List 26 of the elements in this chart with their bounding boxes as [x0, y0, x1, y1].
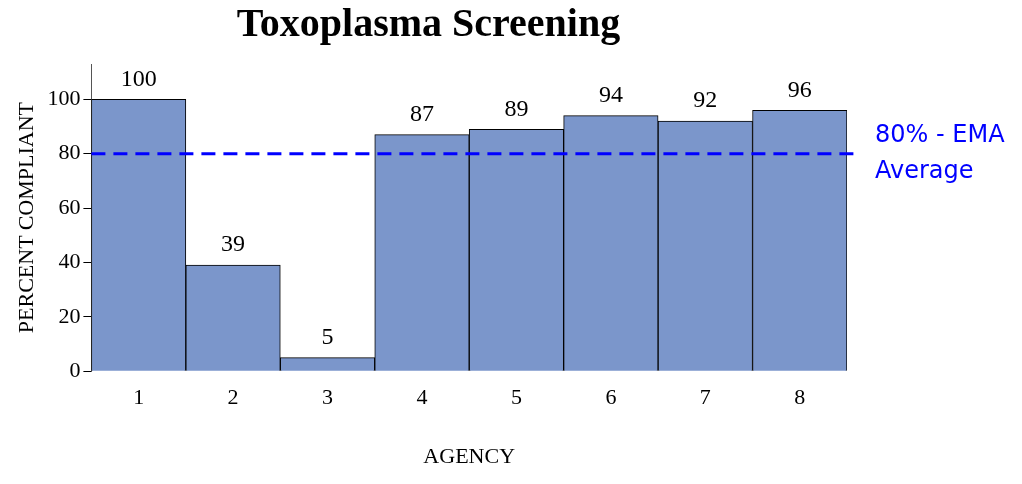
data-label: 89	[504, 94, 529, 121]
x-tick-label: 5	[510, 384, 522, 410]
data-label: 5	[321, 322, 334, 349]
x-tick-label: 7	[699, 384, 711, 410]
ref-line-label: 80% - EMA Average	[875, 119, 1006, 184]
x-tick-label: 8	[794, 384, 806, 410]
y-tick-label: 0	[69, 356, 81, 382]
x-tick-label: 3	[322, 384, 334, 410]
x-tick-label: 4	[416, 384, 428, 410]
data-label: 94	[598, 80, 623, 107]
data-label: 39	[221, 230, 246, 257]
data-label: 87	[409, 99, 434, 126]
y-axis-title: PERCENT COMPLIANT	[12, 101, 38, 334]
chart-title: Toxoplasma Screening	[236, 0, 621, 46]
data-label: 100	[120, 64, 157, 91]
y-tick-label: 100	[47, 85, 81, 111]
y-tick-label: 40	[58, 248, 81, 274]
x-tick-label: 1	[133, 384, 145, 410]
y-tick-label: 60	[58, 193, 81, 219]
data-label: 92	[693, 86, 718, 113]
y-tick-label: 80	[58, 139, 81, 165]
x-axis-title: AGENCY	[423, 442, 516, 468]
y-tick-label: 20	[58, 302, 81, 328]
data-label: 96	[787, 75, 812, 102]
x-tick-label: 6	[605, 384, 617, 410]
x-tick-label: 2	[227, 384, 239, 410]
